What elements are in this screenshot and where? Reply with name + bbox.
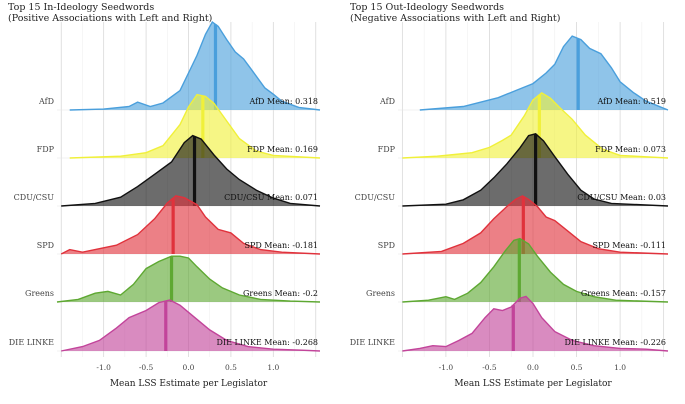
ridge-die-linke: DIE LINKE Mean: -0.268 DIE LINKE xyxy=(9,299,321,352)
x-axis-title: Mean LSS Estimate per Legislator xyxy=(110,379,268,389)
x-tick-label: 0.5 xyxy=(571,363,583,372)
density-area xyxy=(402,92,668,158)
density-outline xyxy=(419,35,669,111)
mean-label: FDP Mean: 0.169 xyxy=(247,145,318,154)
ridge-die-linke: DIE LINKE Mean: -0.226 DIE LINKE xyxy=(350,295,669,352)
density-outline xyxy=(56,255,321,303)
x-axis: -1.0 -0.5 0.0 0.5 1.0 Mean LSS Estimate per L… xyxy=(96,363,279,389)
density-area xyxy=(402,195,668,254)
x-tick-label: -0.5 xyxy=(482,363,497,372)
party-label: FDP xyxy=(37,145,55,154)
party-label: FDP xyxy=(378,145,396,154)
x-axis-title: Mean LSS Estimate per Legislator xyxy=(454,379,612,389)
panel-1: Top 15 In-Ideology Seedwords(Positive As… xyxy=(8,2,321,389)
panel-title: Top 15 Out-Ideology Seedwords xyxy=(350,2,504,13)
density-area xyxy=(69,94,320,158)
party-label: AfD xyxy=(38,97,54,106)
party-label: DIE LINKE xyxy=(350,338,395,347)
mean-label: AfD Mean: 0.318 xyxy=(248,97,318,106)
density-area xyxy=(61,300,320,351)
density-outline xyxy=(402,133,669,207)
ridge-afd: AfD Mean: 0.318 AfD xyxy=(38,20,321,111)
density-area xyxy=(402,238,668,302)
mean-label: Greens Mean: -0.2 xyxy=(243,289,318,298)
mean-label: FDP Mean: 0.073 xyxy=(595,145,666,154)
density-outline xyxy=(402,195,669,255)
mean-label: SPD Mean: -0.111 xyxy=(592,241,666,250)
x-tick-label: 1.0 xyxy=(614,363,626,372)
panel-title: Top 15 In-Ideology Seedwords xyxy=(8,2,154,13)
density-outline xyxy=(402,295,669,352)
density-outline xyxy=(61,134,321,207)
density-outline xyxy=(69,20,321,111)
party-label: Greens xyxy=(366,289,395,298)
density-outline xyxy=(60,195,321,255)
mean-label: CDU/CSU Mean: 0.071 xyxy=(224,193,318,202)
density-area xyxy=(69,22,320,110)
party-label: CDU/CSU xyxy=(14,193,55,202)
x-tick-label: -0.5 xyxy=(139,363,154,372)
density-area xyxy=(402,296,668,351)
panel-2: Top 15 Out-Ideology Seedwords(Negative A… xyxy=(350,2,669,389)
ridge-spd: SPD Mean: -0.181 SPD xyxy=(37,195,321,255)
mean-label: DIE LINKE Mean: -0.226 xyxy=(565,338,666,347)
party-label: AfD xyxy=(379,97,395,106)
mean-label: SPD Mean: -0.181 xyxy=(244,241,318,250)
density-outline xyxy=(402,237,669,303)
density-area xyxy=(57,256,320,302)
mean-label: DIE LINKE Mean: -0.268 xyxy=(217,338,318,347)
party-label: CDU/CSU xyxy=(355,193,396,202)
x-tick-label: 1.0 xyxy=(267,363,279,372)
panel-subtitle: (Negative Associations with Left and Rig… xyxy=(350,13,560,24)
party-label: SPD xyxy=(378,241,395,250)
mean-label: AfD Mean: 0.519 xyxy=(596,97,666,106)
x-tick-label: 0.0 xyxy=(527,363,539,372)
x-tick-label: -1.0 xyxy=(96,363,111,372)
x-tick-label: 0.0 xyxy=(183,363,195,372)
density-area xyxy=(61,135,320,206)
ridge-cdu-csu: CDU/CSU Mean: 0.03 CDU/CSU xyxy=(355,133,669,207)
mean-label: CDU/CSU Mean: 0.03 xyxy=(577,193,666,202)
density-area xyxy=(61,195,320,254)
x-tick-label: 0.5 xyxy=(225,363,237,372)
mean-label: Greens Mean: -0.157 xyxy=(581,289,666,298)
density-outline xyxy=(69,93,321,159)
party-label: DIE LINKE xyxy=(9,338,54,347)
party-label: Greens xyxy=(25,289,54,298)
density-area xyxy=(419,36,668,110)
ridge-greens: Greens Mean: -0.2 Greens xyxy=(25,255,321,303)
x-tick-label: -1.0 xyxy=(439,363,454,372)
panel-subtitle: (Positive Associations with Left and Rig… xyxy=(8,13,212,24)
party-label: SPD xyxy=(37,241,54,250)
ridge-afd: AfD Mean: 0.519 AfD xyxy=(379,35,669,111)
density-outline xyxy=(61,299,321,352)
ridge-greens: Greens Mean: -0.157 Greens xyxy=(366,237,669,303)
ridge-cdu-csu: CDU/CSU Mean: 0.071 CDU/CSU xyxy=(14,134,321,207)
density-outline xyxy=(402,92,669,159)
